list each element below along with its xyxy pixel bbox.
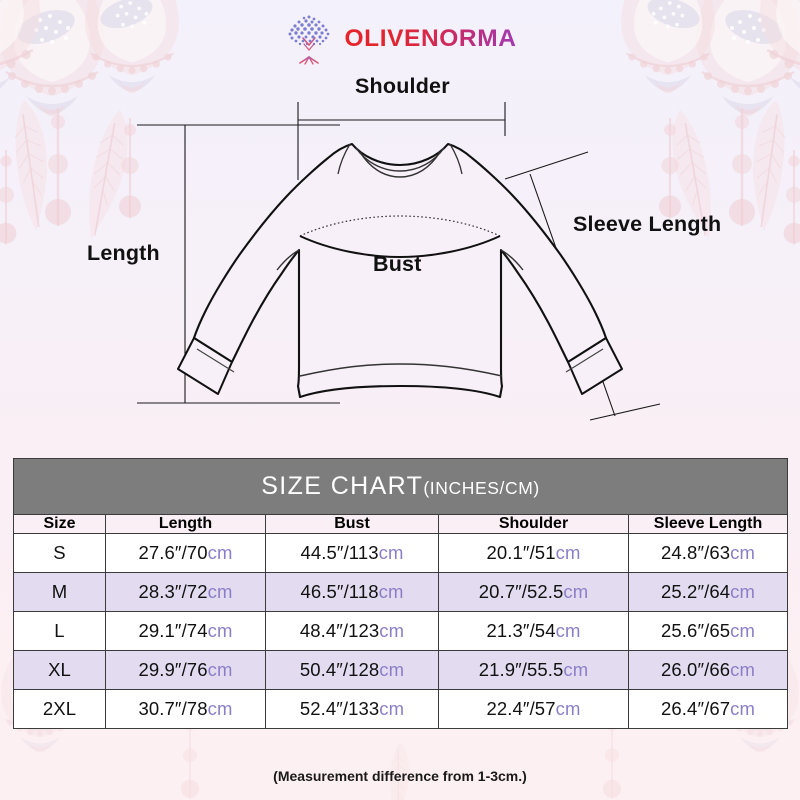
cuff-left-rib [196, 348, 235, 373]
cell-sleeve-length: 24.8″/63cm [627, 533, 789, 573]
cell-size: S [13, 533, 106, 573]
size-chart-table: SIZE CHART(INCHES/CM) Size Length Bust S… [12, 458, 789, 729]
bust-measure-line [299, 215, 501, 259]
unit-suffix: cm [379, 698, 405, 719]
unit-suffix: cm [207, 542, 233, 563]
cell-size: L [13, 611, 106, 651]
table-row: L 29.1″/74cm 48.4″/123cm 21.3″/54cm 25.6″/65… [13, 611, 789, 651]
shoulder-guide-line [297, 102, 506, 180]
unit-suffix: cm [563, 581, 589, 602]
table-title-row: SIZE CHART(INCHES/CM) [12, 458, 789, 515]
table-row: XL 29.9″/76cm 50.4″/128cm 21.9″/55.5cm 26.0″… [13, 650, 789, 690]
cell-length: 28.3″/72cm [105, 572, 266, 612]
table-row: 2XL 30.7″/78cm 52.4″/133cm 22.4″/57cm 26.4″/… [13, 689, 789, 729]
cell-bust: 50.4″/128cm [265, 650, 439, 690]
cell-shoulder: 20.7″/52.5cm [438, 572, 629, 612]
cell-shoulder: 21.3″/54cm [438, 611, 629, 651]
table-row: M 28.3″/72cm 46.5″/118cm 20.7″/52.5cm 25.2″/… [13, 572, 789, 612]
column-header-sleeve: Sleeve Length [627, 514, 789, 534]
cell-length: 27.6″/70cm [105, 533, 266, 573]
cell-shoulder: 22.4″/57cm [438, 689, 629, 729]
cell-size: M [13, 572, 106, 612]
cell-shoulder: 20.1″/51cm [438, 533, 629, 573]
unit-suffix: cm [730, 620, 755, 641]
brand-name: OLIVENORMA [344, 25, 517, 52]
cell-sleeve-length: 26.0″/66cm [627, 650, 789, 690]
unit-suffix: cm [730, 542, 755, 563]
unit-suffix: cm [378, 542, 404, 563]
underarm-seam [276, 249, 524, 271]
unit-suffix: cm [563, 659, 589, 680]
size-chart-title-main: SIZE CHART [261, 472, 424, 500]
cell-bust: 48.4″/123cm [265, 611, 439, 651]
label-length: Length [87, 241, 160, 265]
cell-bust: 52.4″/133cm [265, 689, 439, 729]
neckline-detail [355, 147, 445, 178]
sweatshirt-outline [192, 142, 608, 399]
unit-suffix: cm [555, 620, 581, 641]
garment-diagram [137, 102, 661, 421]
table-row: S 27.6″/70cm 44.5″/113cm 20.1″/51cm 24.8″/63… [13, 533, 789, 573]
unit-suffix: cm [379, 620, 405, 641]
cell-size: 2XL [13, 689, 106, 729]
unit-suffix: cm [207, 698, 233, 719]
tree-logo-icon [288, 15, 330, 65]
size-chart-title: SIZE CHART(INCHES/CM) [12, 458, 789, 515]
unit-suffix: cm [207, 581, 233, 602]
brand-logo: OLIVENORMA [0, 8, 800, 70]
unit-suffix: cm [207, 659, 233, 680]
cell-bust: 44.5″/113cm [265, 533, 439, 573]
cell-sleeve-length: 26.4″/67cm [627, 689, 789, 729]
shoulder-seam [337, 143, 463, 175]
column-header-shoulder: Shoulder [438, 514, 629, 534]
hem-band [299, 363, 503, 377]
cell-length: 29.9″/76cm [105, 650, 266, 690]
column-header-bust: Bust [265, 514, 439, 534]
label-sleeve-length: Sleeve Length [573, 212, 722, 236]
cell-sleeve-length: 25.2″/64cm [627, 572, 789, 612]
cell-sleeve-length: 25.6″/65cm [627, 611, 789, 651]
cell-shoulder: 21.9″/55.5cm [438, 650, 629, 690]
label-shoulder: Shoulder [355, 74, 450, 98]
size-chart-table-wrapper: SIZE CHART(INCHES/CM) Size Length Bust S… [12, 458, 789, 729]
column-header-size: Size [13, 514, 106, 534]
size-chart-title-unit: (INCHES/CM) [423, 478, 540, 498]
column-header-length: Length [105, 514, 266, 534]
unit-suffix: cm [730, 659, 755, 680]
measurement-footnote: (Measurement difference from 1-3cm.) [273, 768, 527, 784]
cell-length: 30.7″/78cm [105, 689, 266, 729]
unit-suffix: cm [555, 542, 581, 563]
size-chart-table-body: S 27.6″/70cm 44.5″/113cm 20.1″/51cm 24.8″/63… [13, 533, 789, 729]
cell-size: XL [13, 650, 106, 690]
cuff-left [177, 337, 233, 395]
cell-bust: 46.5″/118cm [265, 572, 439, 612]
unit-suffix: cm [378, 581, 404, 602]
cell-length: 29.1″/74cm [105, 611, 266, 651]
unit-suffix: cm [379, 659, 405, 680]
unit-suffix: cm [207, 620, 233, 641]
unit-suffix: cm [730, 698, 755, 719]
label-bust: Bust [373, 252, 422, 276]
unit-suffix: cm [730, 581, 755, 602]
unit-suffix: cm [555, 698, 581, 719]
cuff-right-rib [565, 348, 604, 373]
cuff-right [567, 337, 623, 395]
table-column-header-row: Size Length Bust Shoulder Sleeve Length [13, 514, 789, 534]
